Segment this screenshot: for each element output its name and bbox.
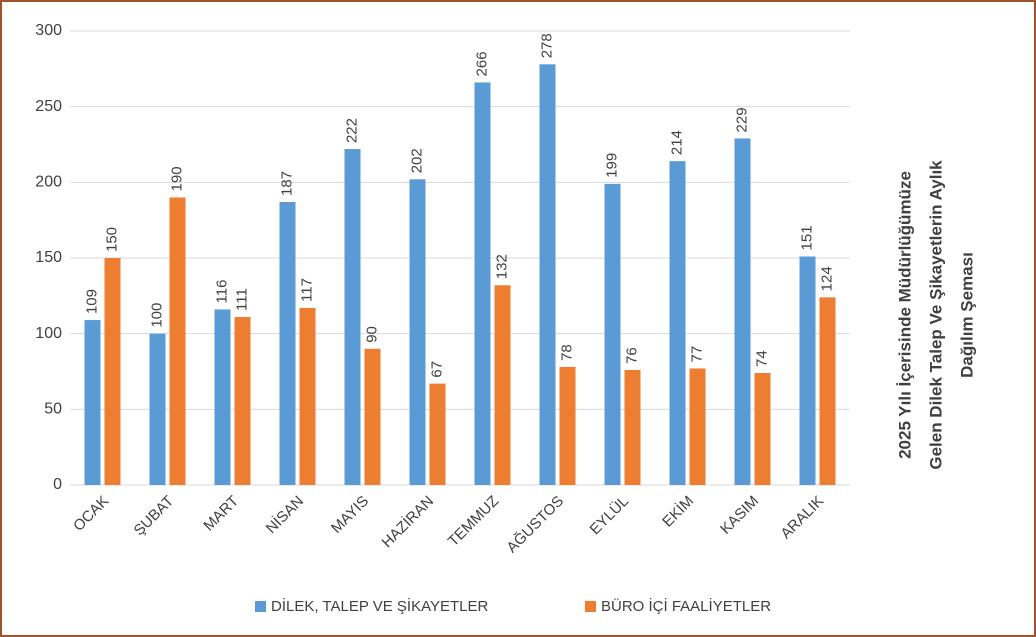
- bar: [169, 197, 186, 485]
- data-label: 124: [818, 266, 835, 291]
- y-tick-label: 100: [35, 325, 62, 342]
- bar: [799, 256, 816, 485]
- bar: [279, 202, 296, 486]
- data-label: 90: [363, 326, 380, 343]
- data-label: 151: [798, 225, 815, 250]
- legend-label: BÜRO İÇİ FAALİYETLER: [601, 597, 771, 615]
- data-label: 74: [753, 350, 770, 367]
- data-label: 266: [473, 51, 490, 76]
- data-label: 77: [688, 346, 705, 363]
- data-label: 278: [538, 33, 555, 58]
- bar: [819, 297, 836, 485]
- chart-title: Gelen Dilek Talep Ve Şikayetlerin Aylık: [926, 160, 945, 470]
- y-tick-label: 300: [35, 22, 62, 39]
- bar: [104, 258, 121, 485]
- data-label: 187: [278, 171, 295, 196]
- data-label: 111: [233, 288, 250, 311]
- data-label: 117: [298, 278, 315, 302]
- bar: [689, 368, 706, 485]
- bar: [364, 348, 381, 485]
- data-label: 229: [733, 107, 750, 132]
- y-tick-label: 250: [35, 98, 62, 115]
- bar: [429, 383, 446, 485]
- legend-swatch: [255, 601, 266, 612]
- data-label: 190: [168, 166, 185, 191]
- bar: [539, 64, 556, 485]
- data-label: 222: [343, 118, 360, 143]
- legend-label: DİLEK, TALEP VE ŞİKAYETLER: [271, 597, 488, 615]
- bar: [494, 285, 511, 485]
- chart-title: 2025 Yılı İçerisinde Müdürlüğümüze: [895, 171, 914, 459]
- data-label: 199: [603, 153, 620, 178]
- data-label: 100: [148, 303, 165, 328]
- bar: [149, 333, 166, 485]
- y-tick-label: 150: [35, 249, 62, 266]
- data-label: 67: [428, 361, 445, 378]
- data-label: 150: [103, 227, 120, 252]
- data-label: 132: [493, 254, 510, 279]
- data-label: 214: [668, 130, 685, 155]
- data-label: 109: [83, 289, 100, 314]
- chart-title: Dağılım Şeması: [957, 252, 976, 378]
- bar: [299, 307, 316, 485]
- bar: [559, 366, 576, 485]
- y-tick-label: 0: [53, 476, 62, 493]
- bar: [474, 82, 491, 485]
- legend-swatch: [585, 601, 596, 612]
- data-label: 202: [408, 148, 425, 173]
- bar: [344, 149, 361, 486]
- bar: [84, 320, 101, 485]
- data-label: 116: [213, 280, 230, 304]
- y-tick-label: 200: [35, 174, 62, 191]
- y-tick-label: 50: [44, 401, 62, 418]
- bar: [409, 179, 426, 485]
- bar: [754, 373, 771, 485]
- bar: [669, 161, 686, 485]
- bar: [624, 369, 641, 485]
- bar: [214, 309, 231, 485]
- data-label: 76: [623, 347, 640, 364]
- bar: [734, 138, 751, 486]
- data-label: 78: [558, 344, 575, 361]
- bar: [604, 183, 621, 485]
- bar: [234, 317, 251, 485]
